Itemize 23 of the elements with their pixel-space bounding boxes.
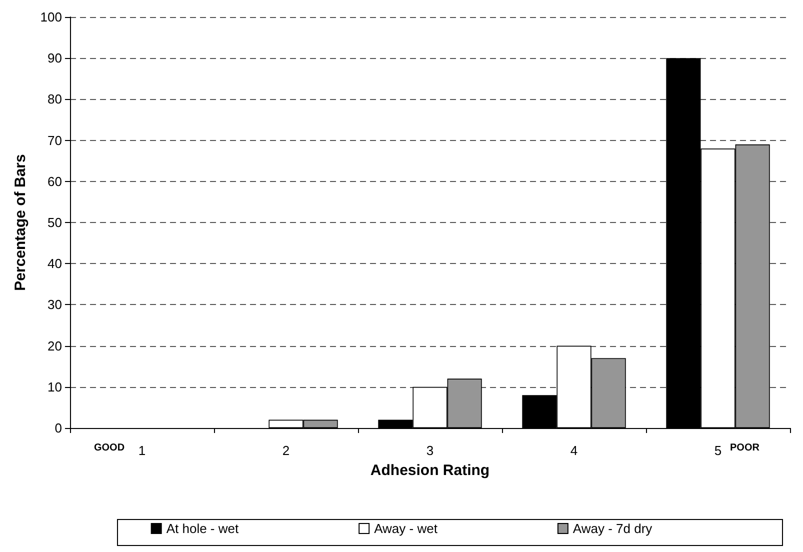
x-tick-label: 1 <box>138 443 146 458</box>
x-tick-label: 4 <box>570 443 578 458</box>
x-tick-label: 5 <box>714 443 722 458</box>
y-tick-label: 60 <box>48 174 62 189</box>
x-tick-label: 2 <box>282 443 290 458</box>
text: POOR <box>730 442 760 454</box>
y-tick-label: 80 <box>48 92 62 107</box>
text: GOOD <box>94 442 125 454</box>
y-axis-title: Percentage of Bars <box>12 154 29 291</box>
y-tick-label: 50 <box>48 215 62 230</box>
legend-label: At hole - wet <box>166 521 239 536</box>
y-tick-label: 10 <box>48 379 62 394</box>
y-tick-label: 0 <box>54 420 62 436</box>
y-tick-label: 30 <box>48 297 62 312</box>
y-tick-label: 20 <box>48 338 62 354</box>
legend-label: Away - 7d dry <box>572 521 653 536</box>
x-tick-label: 3 <box>426 443 434 458</box>
y-tick-label: 100 <box>40 10 62 24</box>
y-tick-label: 40 <box>48 256 62 272</box>
y-tick-label: 90 <box>48 50 62 66</box>
y-tick-label: 70 <box>48 132 62 148</box>
legend-label: Away - wet <box>374 521 438 536</box>
x-axis-title: Adhesion Rating <box>370 462 490 479</box>
